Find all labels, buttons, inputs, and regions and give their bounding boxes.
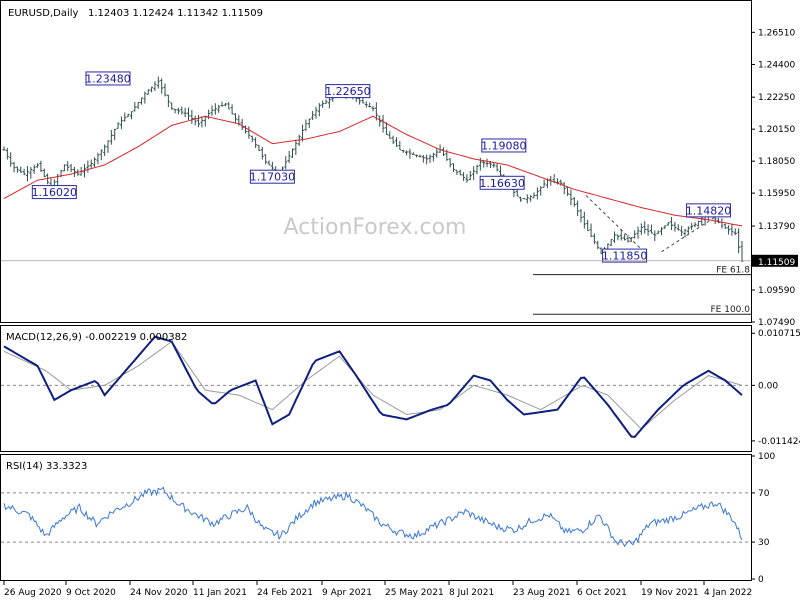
dashed-projection-line (661, 209, 726, 253)
rsi-header: RSI(14) 33.3323 (6, 461, 87, 472)
price-annotation-box (85, 71, 131, 86)
price-axis-label: 1.07490 (758, 318, 795, 328)
price-annotation-box (685, 203, 731, 218)
rsi-axis-label: 0 (758, 575, 764, 585)
rsi-axis-label: 70 (758, 489, 770, 499)
macd-header: MACD(12,26,9) -0.002219 0.000382 (6, 332, 187, 343)
x-axis-label: 23 Aug 2021 (513, 588, 571, 598)
price-axis-label: 1.15950 (758, 189, 795, 199)
fe-level-label: FE 100.0 (711, 305, 751, 315)
macd-signal-line (3, 340, 743, 430)
x-axis-label: 9 Apr 2021 (322, 588, 372, 598)
last-price-label: 1.11509 (758, 258, 795, 268)
price-annotation-box (31, 185, 77, 200)
axes-layer: 1.11509 1.26510 1.24400 1.22250 1.20150 1.180… (3, 28, 800, 598)
x-axis-label: 6 Oct 2021 (577, 588, 627, 598)
price-axis-label: 1.20150 (758, 125, 795, 135)
rsi-axis-label: 100 (758, 452, 775, 462)
price-annotation-label: 1.16020 (32, 186, 78, 199)
price-axis-label: 1.13790 (758, 222, 795, 232)
price-axis-label: 1.26510 (758, 28, 795, 38)
x-axis-label: 19 Nov 2021 (641, 588, 699, 598)
rsi-axis-label: 30 (758, 538, 770, 548)
dashed-trend-line (585, 195, 647, 255)
chart-symbol: EURUSD,Daily (8, 8, 79, 19)
price-annotation-label: 1.23480 (85, 72, 131, 85)
price-annotation-box (602, 248, 648, 263)
price-annotation-box (481, 138, 527, 153)
last-price-tag (752, 254, 798, 267)
macd-axis-label: 0.00 (758, 381, 778, 391)
price-axis-label: 1.09590 (758, 286, 795, 296)
price-axis-label: 1.18050 (758, 157, 795, 167)
watermark: ActionForex.com (284, 215, 467, 240)
rsi-line (3, 486, 743, 548)
x-axis-label: 24 Nov 2020 (130, 588, 188, 598)
price-annotation-label: 1.11850 (602, 250, 648, 263)
fe-level-label: FE 61.8 (716, 266, 750, 276)
price-annotation-box (479, 175, 525, 190)
macd-axis-label: -0.011424 (758, 437, 800, 447)
x-axis-label: 11 Jan 2021 (193, 588, 247, 598)
price-annotation-box (249, 169, 295, 184)
chart-ohlc: 1.12403 1.12424 1.11342 1.11509 (88, 8, 263, 19)
macd-line (3, 335, 743, 438)
moving-average-line (3, 115, 743, 227)
x-axis-label: 4 Jan 2022 (704, 588, 752, 598)
x-axis-label: 26 Aug 2020 (4, 588, 62, 598)
x-axis-label: 9 Oct 2020 (66, 588, 116, 598)
macd-layer (1, 335, 751, 438)
x-axis-label: 8 Jul 2021 (449, 588, 494, 598)
price-annotation-label: 1.19080 (481, 139, 527, 152)
price-annotation-label: 1.16630 (479, 177, 525, 190)
x-axis-label: 24 Feb 2021 (257, 588, 313, 598)
x-axis-label: 25 May 2021 (385, 588, 444, 598)
price-axis-label: 1.24400 (758, 60, 795, 70)
rsi-layer (1, 486, 751, 548)
price-annotation-label: 1.22650 (325, 85, 371, 98)
price-panel-frame (0, 0, 752, 323)
price-annotation-box (325, 84, 371, 99)
price-annotation-label: 1.17030 (250, 171, 296, 184)
macd-axis-label: 0.010715 (758, 329, 800, 339)
price-layer: 1.23480 1.16020 1.17030 1.22650 1.19080 1.166… (1, 71, 751, 315)
price-axis-label: 1.22250 (758, 93, 795, 103)
price-annotation-label: 1.14820 (686, 204, 732, 217)
